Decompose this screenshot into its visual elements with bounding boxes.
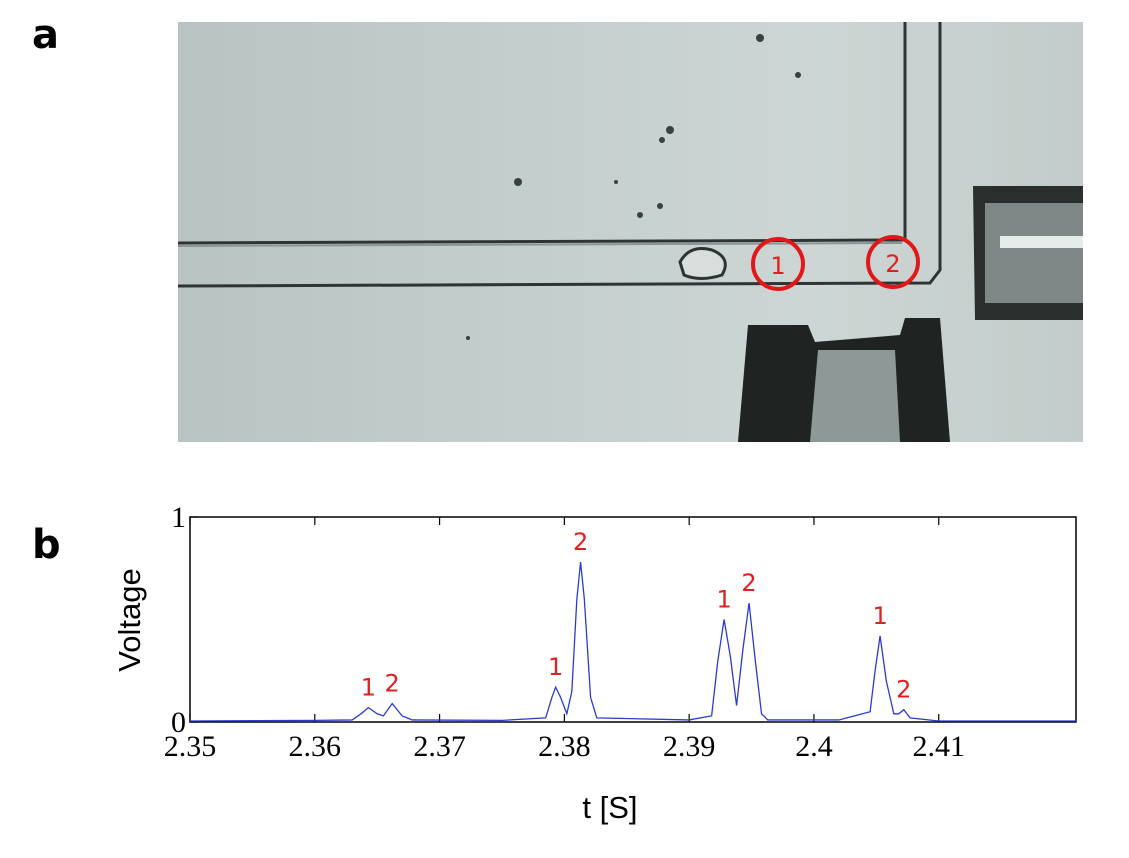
y-tick-label: 0 <box>171 706 186 739</box>
x-tick-label: 2.41 <box>912 730 965 763</box>
peak-label: 2 <box>741 569 756 597</box>
x-tick-label: 2.4 <box>795 730 833 763</box>
plot-frame <box>189 516 1077 723</box>
photo: 1 2 <box>177 22 1083 442</box>
peak-label: 2 <box>896 676 911 704</box>
x-tick-label: 2.38 <box>538 730 591 763</box>
x-axis-label: t [S] <box>582 790 637 825</box>
peak-label: 1 <box>872 602 887 630</box>
data-line <box>189 562 1076 722</box>
marker-label: 2 <box>885 250 900 278</box>
x-tick-label: 2.36 <box>289 730 342 763</box>
y-tick-label: 1 <box>171 501 186 534</box>
peak-label: 1 <box>716 586 731 614</box>
peak-label: 1 <box>361 674 376 702</box>
x-tick-label: 2.35 <box>164 730 217 763</box>
panel-label: b <box>32 522 61 568</box>
x-tick-label: 2.39 <box>663 730 716 763</box>
x-tick-label: 2.37 <box>413 730 466 763</box>
panel-label: a <box>32 12 59 58</box>
y-axis-label: Voltage <box>112 568 147 671</box>
peak-label: 2 <box>573 528 588 556</box>
marker-label: 1 <box>770 252 785 280</box>
peak-label: 2 <box>385 670 400 698</box>
peak-label: 1 <box>548 653 563 681</box>
